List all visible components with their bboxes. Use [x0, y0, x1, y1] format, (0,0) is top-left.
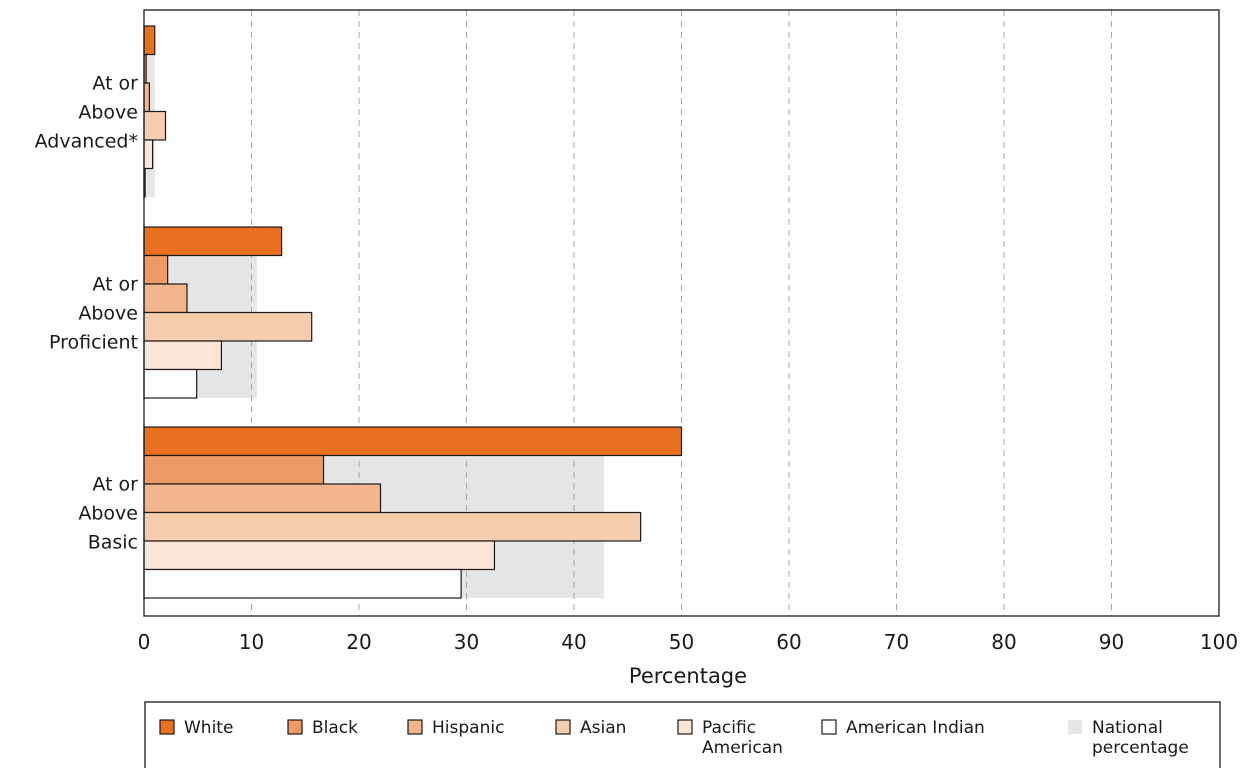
legend-box — [144, 701, 1221, 768]
x-tick-label: 60 — [776, 630, 801, 654]
x-tick-label: 100 — [1200, 630, 1238, 654]
bar — [143, 454, 325, 485]
x-tick-labels: 0 10 20 30 40 50 60 70 80 90 100 — [138, 630, 1238, 654]
x-tick-label: 40 — [561, 630, 586, 654]
category-labels: At or Above Advanced* At or Above Proficient A… — [35, 73, 139, 554]
bar — [143, 283, 188, 314]
legend-label: Hispanic — [432, 718, 504, 738]
bar — [143, 254, 169, 285]
bar — [143, 311, 313, 342]
legend-swatch — [159, 719, 175, 735]
x-tick-label: 20 — [346, 630, 371, 654]
x-tick-label: 50 — [669, 630, 694, 654]
category-label: Above — [78, 303, 138, 325]
category-label: Basic — [88, 532, 138, 554]
legend-label: Asian — [580, 718, 626, 738]
plot-frame — [143, 9, 1220, 617]
bar — [143, 568, 462, 599]
legend-swatch — [407, 719, 423, 735]
bar — [143, 483, 382, 514]
category-label: Above — [78, 102, 138, 124]
legend-label: Black — [312, 718, 358, 738]
legend-swatch — [821, 719, 837, 735]
x-tick-label: 10 — [239, 630, 264, 654]
legend-swatch — [287, 719, 303, 735]
bar — [143, 25, 156, 56]
x-tick-label: 30 — [454, 630, 479, 654]
category-label: Advanced* — [35, 131, 138, 153]
bar — [143, 110, 167, 141]
bar — [143, 139, 154, 170]
x-tick-label: 80 — [991, 630, 1016, 654]
legend-label: National — [1092, 718, 1163, 738]
legend-swatch — [555, 719, 571, 735]
bar — [143, 540, 496, 571]
legend-label: Pacific — [702, 718, 756, 738]
category-label: Above — [78, 503, 138, 525]
x-tick-label: 90 — [1099, 630, 1124, 654]
bar — [143, 426, 683, 457]
bar — [143, 82, 150, 113]
bar — [143, 340, 223, 371]
grid-lines — [251, 10, 1112, 616]
x-tick-label: 0 — [138, 630, 151, 654]
category-label: At or — [92, 73, 138, 95]
legend-label: American — [702, 738, 783, 758]
category-label: At or — [92, 274, 138, 296]
legend-label: White — [184, 718, 233, 738]
bar — [143, 368, 198, 399]
legend-label: American Indian — [846, 718, 985, 738]
x-axis-title: Percentage — [629, 664, 747, 688]
legend-swatch — [677, 719, 693, 735]
legend-label: percentage — [1092, 738, 1189, 758]
bar — [143, 226, 283, 257]
category-label: Proficient — [49, 332, 138, 354]
legend-swatch — [1068, 720, 1082, 734]
x-tick-label: 70 — [884, 630, 909, 654]
category-label: At or — [92, 474, 138, 496]
bar-series — [143, 25, 683, 599]
bar — [143, 511, 642, 542]
